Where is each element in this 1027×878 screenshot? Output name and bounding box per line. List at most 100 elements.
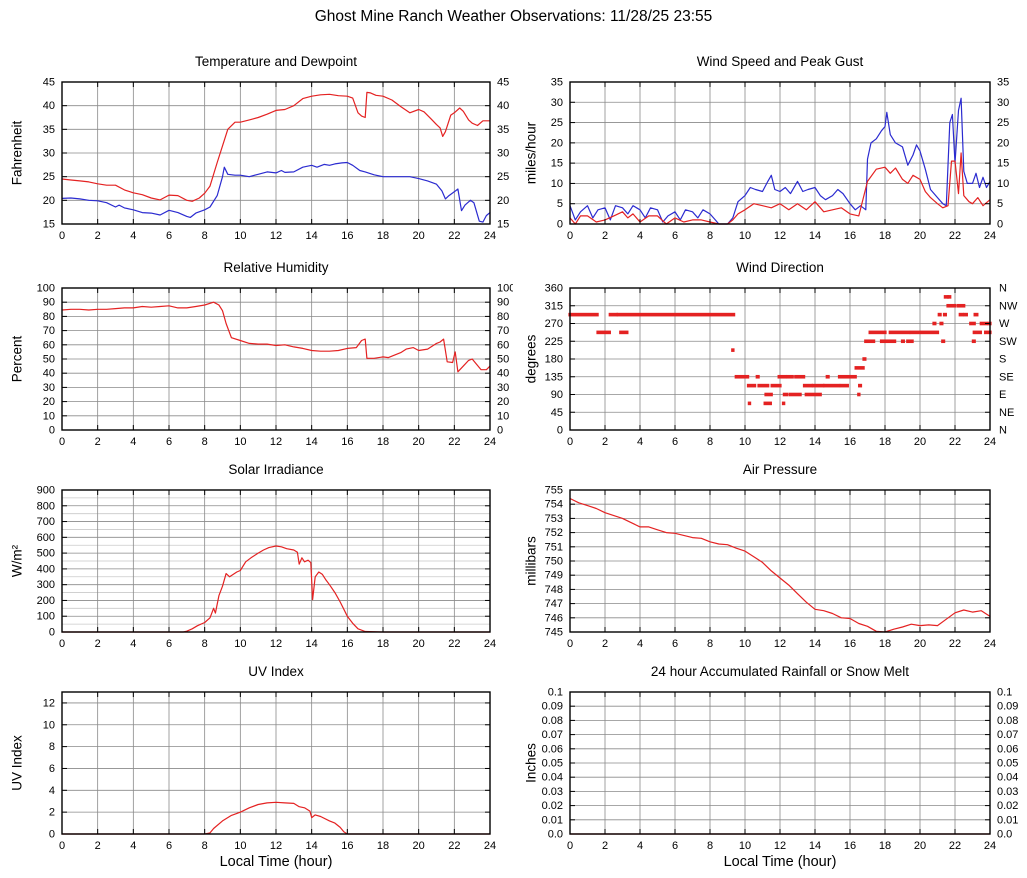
svg-text:0.04: 0.04 — [997, 772, 1018, 784]
svg-text:6: 6 — [166, 638, 172, 650]
svg-text:15: 15 — [551, 158, 563, 170]
chart-title: Relative Humidity — [223, 260, 329, 275]
svg-text:0.03: 0.03 — [542, 786, 563, 798]
svg-text:12: 12 — [270, 638, 282, 650]
temperature_dewpoint-line-temperature — [61, 91, 491, 202]
svg-text:10: 10 — [497, 410, 509, 422]
svg-text:8: 8 — [202, 840, 208, 852]
y-axis-label: Percent — [9, 335, 25, 383]
svg-text:90: 90 — [43, 297, 55, 309]
svg-text:0.04: 0.04 — [542, 772, 563, 784]
svg-text:22: 22 — [949, 840, 961, 852]
svg-text:22: 22 — [448, 840, 460, 852]
svg-text:14: 14 — [809, 638, 821, 650]
svg-text:5: 5 — [997, 198, 1003, 210]
svg-text:45: 45 — [497, 77, 509, 89]
svg-text:35: 35 — [43, 124, 55, 136]
svg-text:18: 18 — [879, 638, 891, 650]
svg-text:180: 180 — [545, 354, 563, 366]
svg-text:18: 18 — [879, 436, 891, 448]
wind_speed_gust-line-peak-gust — [569, 97, 991, 225]
solar-irradiance-panel: Solar Irradiance W/m² 0 100 200 300 400 500 60… — [0, 456, 513, 656]
svg-text:24: 24 — [984, 638, 996, 650]
svg-text:0.06: 0.06 — [997, 743, 1018, 755]
svg-text:2: 2 — [602, 436, 608, 448]
svg-text:749: 749 — [545, 570, 563, 582]
relative_humidity-line-relative-humidity — [61, 301, 491, 373]
svg-text:4: 4 — [130, 230, 136, 242]
gridlines — [62, 82, 490, 224]
svg-text:10: 10 — [739, 638, 751, 650]
svg-text:60: 60 — [497, 339, 509, 351]
svg-text:30: 30 — [997, 97, 1009, 109]
svg-text:200: 200 — [37, 595, 55, 607]
svg-text:16: 16 — [844, 638, 856, 650]
svg-text:70: 70 — [43, 325, 55, 337]
svg-text:N: N — [999, 425, 1007, 437]
svg-text:0: 0 — [49, 829, 55, 841]
svg-text:2: 2 — [95, 230, 101, 242]
series — [61, 91, 491, 223]
svg-text:24: 24 — [484, 230, 496, 242]
svg-text:40: 40 — [497, 368, 509, 380]
svg-text:15: 15 — [997, 158, 1009, 170]
svg-text:0.02: 0.02 — [997, 800, 1018, 812]
svg-text:20: 20 — [413, 840, 425, 852]
svg-text:0.02: 0.02 — [542, 800, 563, 812]
svg-text:20: 20 — [914, 436, 926, 448]
svg-text:25: 25 — [43, 171, 55, 183]
svg-text:90: 90 — [551, 389, 563, 401]
svg-text:5: 5 — [557, 198, 563, 210]
series — [568, 295, 992, 406]
svg-text:0: 0 — [59, 230, 65, 242]
svg-text:12: 12 — [43, 697, 55, 709]
series — [61, 301, 491, 373]
svg-text:15: 15 — [43, 219, 55, 231]
svg-text:50: 50 — [43, 354, 55, 366]
svg-text:SW: SW — [999, 336, 1017, 348]
svg-text:0.06: 0.06 — [542, 743, 563, 755]
svg-text:0.05: 0.05 — [997, 758, 1018, 770]
svg-text:8: 8 — [49, 741, 55, 753]
svg-text:20: 20 — [997, 137, 1009, 149]
page-title: Ghost Mine Ranch Weather Observations: 1… — [314, 8, 713, 25]
svg-text:10: 10 — [551, 178, 563, 190]
solar_irradiance-line-solar-irradiance — [61, 545, 491, 633]
svg-text:60: 60 — [43, 339, 55, 351]
svg-text:745: 745 — [545, 627, 563, 639]
svg-text:50: 50 — [497, 354, 509, 366]
svg-text:100: 100 — [37, 611, 55, 623]
svg-text:2: 2 — [95, 840, 101, 852]
svg-text:12: 12 — [774, 638, 786, 650]
chart-title: Wind Speed and Peak Gust — [696, 54, 864, 69]
svg-text:90: 90 — [497, 297, 509, 309]
svg-text:20: 20 — [497, 195, 509, 207]
svg-text:20: 20 — [914, 840, 926, 852]
svg-text:16: 16 — [341, 436, 353, 448]
svg-text:6: 6 — [672, 230, 678, 242]
gridlines — [570, 82, 990, 224]
svg-text:18: 18 — [377, 230, 389, 242]
svg-text:754: 754 — [545, 499, 563, 511]
svg-text:8: 8 — [202, 638, 208, 650]
svg-text:14: 14 — [809, 436, 821, 448]
svg-text:4: 4 — [637, 840, 643, 852]
svg-text:4: 4 — [130, 638, 136, 650]
y-axis-label: millibars — [523, 536, 539, 586]
svg-text:10: 10 — [234, 840, 246, 852]
svg-text:746: 746 — [545, 612, 563, 624]
svg-text:0.09: 0.09 — [997, 701, 1018, 713]
chart-title: Wind Direction — [736, 260, 824, 275]
svg-text:0.09: 0.09 — [542, 701, 563, 713]
rainfall-panel: 24 hour Accumulated Rainfall or Snow Mel… — [514, 658, 1027, 878]
svg-text:80: 80 — [43, 311, 55, 323]
svg-text:30: 30 — [551, 97, 563, 109]
svg-text:4: 4 — [637, 638, 643, 650]
svg-text:2: 2 — [49, 807, 55, 819]
